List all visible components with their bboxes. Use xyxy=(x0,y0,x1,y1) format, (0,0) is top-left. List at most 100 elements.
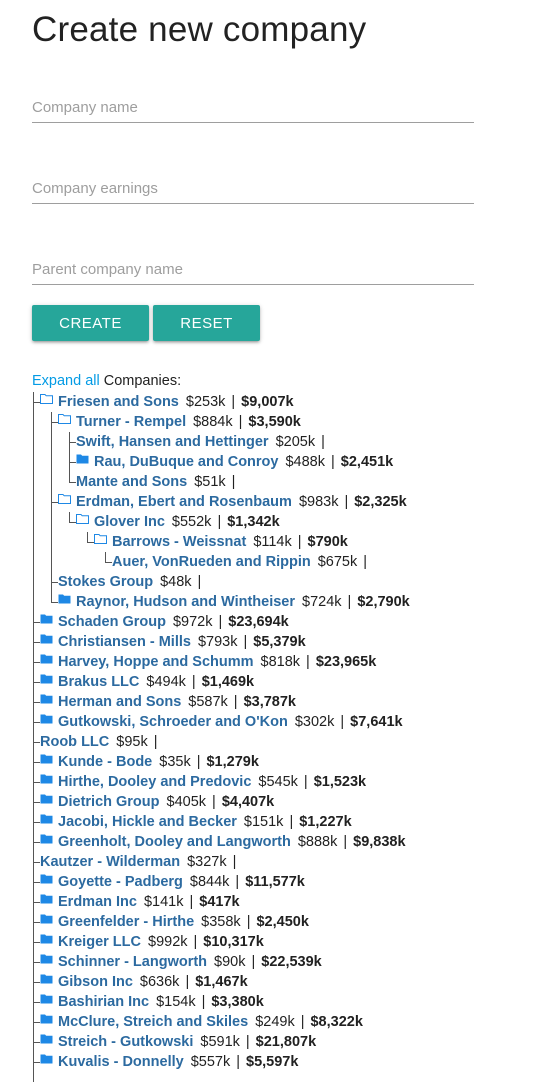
tree-row: Turner - Rempel $884k | $3,590k xyxy=(58,412,301,432)
company-name[interactable]: Kreiger LLC xyxy=(58,934,141,950)
company-earnings: $35k xyxy=(159,754,191,770)
company-name[interactable]: Jacobi, Hickle and Becker xyxy=(58,814,237,830)
company-total: $22,539k xyxy=(261,954,322,970)
company-name[interactable]: McClure, Streich and Skiles xyxy=(58,1014,249,1030)
company-name[interactable]: Schaden Group xyxy=(58,614,166,630)
folder-icon[interactable] xyxy=(40,890,53,910)
company-name[interactable]: Erdman, Ebert and Rosenbaum xyxy=(76,494,292,510)
company-total: $21,807k xyxy=(255,1034,317,1050)
separator: | xyxy=(306,654,310,670)
tree-row: Schaden Group $972k | $23,694k xyxy=(40,612,289,632)
tree-row: Swift, Hansen and Hettinger $205k | xyxy=(76,432,325,452)
folder-icon[interactable] xyxy=(40,690,53,710)
tree-row: Herman and Sons $587k | $3,787k xyxy=(40,692,296,712)
folder-icon[interactable] xyxy=(40,630,53,650)
folder-icon[interactable] xyxy=(40,810,53,830)
folder-icon[interactable] xyxy=(40,610,53,630)
company-name[interactable]: Swift, Hansen and Hettinger xyxy=(76,434,269,450)
company-earnings: $51k xyxy=(194,474,226,490)
folder-icon[interactable] xyxy=(40,930,53,950)
folder-icon[interactable] xyxy=(40,910,53,930)
folder-icon[interactable] xyxy=(40,830,53,850)
tree-row: Gibson Inc $636k | $1,467k xyxy=(40,972,248,992)
tree-row: Barrows - Weissnat $114k | $790k xyxy=(94,532,348,552)
company-name[interactable]: Brakus LLC xyxy=(58,674,140,690)
folder-icon[interactable] xyxy=(40,750,53,770)
company-name[interactable]: Gutkowski, Schroeder and O'Kon xyxy=(58,714,288,730)
tree-row: Greenfelder - Hirthe $358k | $2,450k xyxy=(40,912,309,932)
company-earnings: $636k xyxy=(139,974,180,990)
company-earnings-input[interactable] xyxy=(32,173,474,203)
tree-row: Greenholt, Dooley and Langworth $888k | $9,… xyxy=(40,832,406,852)
company-total: $8,322k xyxy=(310,1014,363,1030)
company-name[interactable]: Bashirian Inc xyxy=(58,994,150,1010)
folder-icon[interactable] xyxy=(40,1030,53,1050)
company-total: $1,469k xyxy=(201,674,255,690)
company-earnings: $114k xyxy=(253,534,292,550)
folder-icon[interactable] xyxy=(40,990,53,1010)
company-earnings: $545k xyxy=(258,774,298,790)
create-button[interactable]: CREATE xyxy=(32,305,149,341)
company-name[interactable]: Greenholt, Dooley and Langworth xyxy=(58,834,291,850)
page-title: Create new company xyxy=(32,10,367,49)
expand-all-link[interactable]: Expand all xyxy=(32,373,100,389)
folder-open-icon[interactable] xyxy=(58,410,71,430)
company-name[interactable]: Raynor, Hudson and Wintheiser xyxy=(76,594,296,610)
tree-row: Jacobi, Hickle and Becker $151k | $1,227k xyxy=(40,812,352,832)
company-name[interactable]: Auer, VonRueden and Rippin xyxy=(112,554,311,570)
separator: | xyxy=(238,414,243,430)
tree-connector xyxy=(33,1032,40,1043)
company-name[interactable]: Roob LLC xyxy=(40,734,110,750)
company-name[interactable]: Kuvalis - Donnelly xyxy=(58,1054,184,1070)
folder-icon[interactable] xyxy=(76,450,89,470)
folder-open-icon[interactable] xyxy=(94,530,107,550)
folder-icon[interactable] xyxy=(40,790,53,810)
tree-row: Kuvalis - Donnelly $557k | $5,597k xyxy=(40,1052,298,1072)
tree-row: Roob LLC $95k | xyxy=(40,732,158,752)
folder-icon[interactable] xyxy=(40,710,53,730)
tree-row: Erdman Inc $141k | $417k xyxy=(40,892,240,912)
company-name[interactable]: Mante and Sons xyxy=(76,474,188,490)
folder-open-icon[interactable] xyxy=(76,510,89,530)
folder-icon[interactable] xyxy=(40,670,53,690)
tree-connector xyxy=(33,792,40,803)
company-name[interactable]: Streich - Gutkowski xyxy=(58,1034,194,1050)
company-name[interactable]: Herman and Sons xyxy=(58,694,182,710)
tree-row: Glover Inc $552k | $1,342k xyxy=(76,512,280,532)
folder-icon[interactable] xyxy=(40,970,53,990)
company-earnings: $888k xyxy=(297,834,338,850)
company-name[interactable]: Greenfelder - Hirthe xyxy=(58,914,195,930)
company-earnings: $488k xyxy=(285,454,325,470)
company-name[interactable]: Kautzer - Wilderman xyxy=(40,854,181,870)
folder-open-icon[interactable] xyxy=(58,490,71,510)
company-name[interactable]: Friesen and Sons xyxy=(58,394,179,410)
company-name[interactable]: Hirthe, Dooley and Predovic xyxy=(58,774,252,790)
company-name[interactable]: Gibson Inc xyxy=(58,974,133,990)
reset-button[interactable]: RESET xyxy=(153,305,260,341)
company-total: $4,407k xyxy=(221,794,275,810)
company-name[interactable]: Kunde - Bode xyxy=(58,754,153,770)
folder-icon[interactable] xyxy=(40,950,53,970)
company-name[interactable]: Goyette - Padberg xyxy=(58,874,183,890)
company-name[interactable]: Rau, DuBuque and Conroy xyxy=(94,454,279,470)
folder-icon[interactable] xyxy=(40,770,53,790)
folder-icon[interactable] xyxy=(40,870,53,890)
company-name[interactable]: Stokes Group xyxy=(58,574,154,590)
folder-icon[interactable] xyxy=(40,1010,53,1030)
separator: | xyxy=(340,714,345,730)
company-name[interactable]: Glover Inc xyxy=(94,514,165,530)
company-name[interactable]: Harvey, Hoppe and Schumm xyxy=(58,654,254,670)
company-name[interactable]: Erdman Inc xyxy=(58,894,137,910)
company-name-input[interactable] xyxy=(32,92,474,122)
company-name[interactable]: Dietrich Group xyxy=(58,794,160,810)
parent-company-input[interactable] xyxy=(32,254,474,284)
folder-open-icon[interactable] xyxy=(40,390,53,410)
company-name[interactable]: Turner - Rempel xyxy=(76,414,187,430)
company-name[interactable]: Christiansen - Mills xyxy=(58,634,191,650)
tree-connector xyxy=(33,712,40,723)
company-name[interactable]: Barrows - Weissnat xyxy=(112,534,247,550)
folder-icon[interactable] xyxy=(58,590,71,610)
company-name[interactable]: Schinner - Langworth xyxy=(58,954,208,970)
folder-icon[interactable] xyxy=(40,1050,53,1070)
folder-icon[interactable] xyxy=(40,650,53,670)
